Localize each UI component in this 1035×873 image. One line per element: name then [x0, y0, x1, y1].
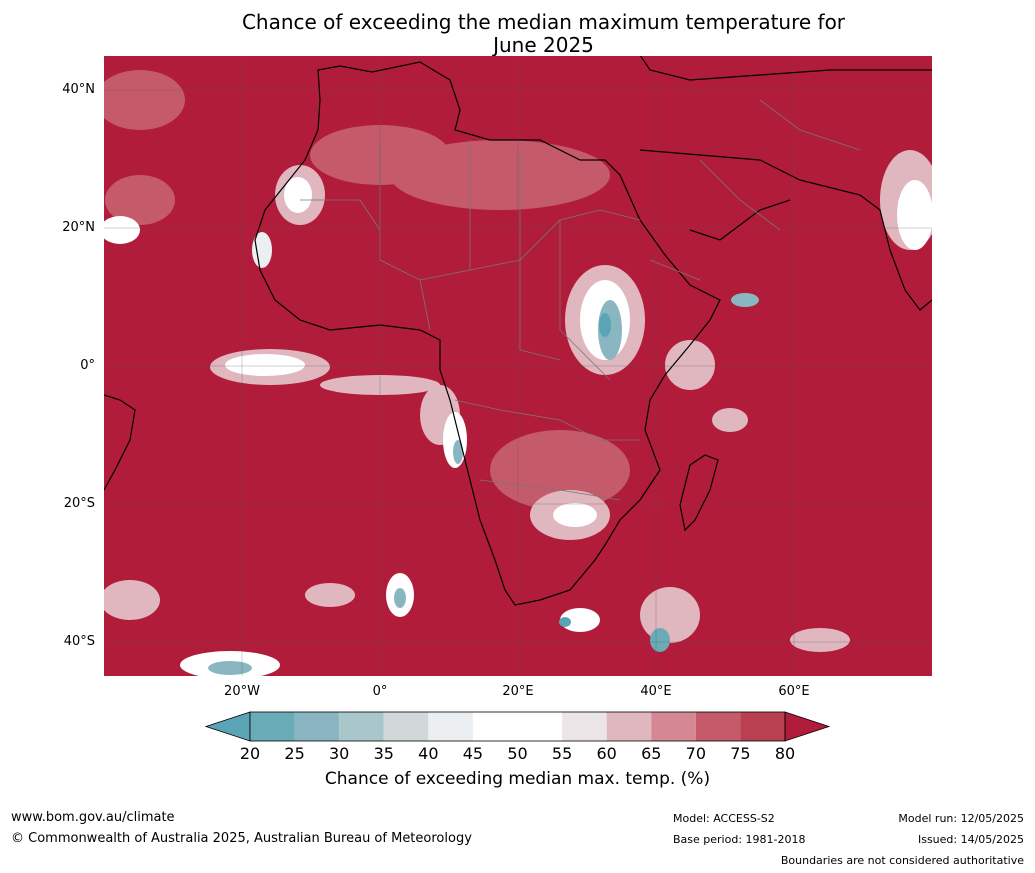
lat-label-40n: 40°N [62, 82, 95, 97]
lon-label-0: 0° [372, 684, 388, 699]
colorbar-tick-label: 55 [551, 744, 573, 763]
footer-url: www.bom.gov.au/climate [11, 810, 175, 825]
graticule [104, 56, 932, 676]
colorbar-tick-label: 35 [373, 744, 394, 763]
colorbar-cell [250, 712, 295, 741]
colorbar-tick-label: 20 [239, 744, 261, 763]
colorbar-tick-label: 65 [641, 744, 662, 763]
colorbar-tick-label: 40 [418, 744, 439, 763]
colorbar-cell [606, 712, 652, 741]
colorbar-cell [740, 712, 785, 741]
colorbar-cell [472, 712, 518, 741]
colorbar-tick-label: 70 [685, 744, 706, 763]
colorbar-tick-label: 80 [774, 744, 796, 763]
lat-label-0: 0° [80, 358, 95, 373]
colorbar-cell [383, 712, 429, 741]
colorbar-tick-label: 50 [507, 744, 528, 763]
footer-model-run: Model run: 12/05/2025 [898, 812, 1024, 825]
footer-copyright: © Commonwealth of Australia 2025, Austra… [11, 831, 472, 846]
colorbar-tick-label: 30 [328, 744, 350, 763]
colorbar-cell [339, 712, 384, 741]
footer-model: Model: ACCESS-S2 [673, 812, 775, 825]
colorbar-label: Chance of exceeding median max. temp. (%… [324, 769, 711, 789]
footer-issued: Issued: 14/05/2025 [917, 833, 1024, 846]
colorbar-cell [651, 712, 696, 741]
colorbar-extend-low [204, 711, 251, 742]
map-title-line-2: June 2025 [493, 33, 594, 57]
colorbar-extend-high [784, 711, 831, 742]
footer-base-period: Base period: 1981-2018 [673, 833, 806, 846]
lon-label-20e: 20°E [502, 684, 534, 699]
colorbar-tick-label: 60 [596, 744, 617, 763]
colorbar-cell [695, 712, 741, 741]
probability-patches [104, 70, 932, 676]
colorbar-cell [562, 712, 607, 741]
colorbar-tick-label: 45 [462, 744, 484, 763]
colorbar-cell [428, 712, 473, 741]
colorbar-border [249, 711, 786, 742]
colorbar-cell [517, 712, 563, 741]
lat-label-40s: 40°S [63, 634, 95, 649]
colorbar-cell [294, 712, 340, 741]
colorbar-tick-label: 75 [730, 744, 751, 763]
lat-label-20s: 20°S [63, 496, 95, 511]
lon-label-40e: 40°E [640, 684, 672, 699]
coastlines [104, 56, 932, 606]
country-borders [300, 99, 861, 501]
lon-label-60e: 60°E [778, 684, 810, 699]
lat-label-20n: 20°N [62, 220, 95, 235]
map-title-line-1: Chance of exceeding the median maximum t… [241, 10, 846, 34]
footer-disclaimer: Boundaries are not considered authoritat… [780, 854, 1024, 867]
colorbar-cells [204, 711, 831, 742]
lon-label-20w: 20°W [224, 684, 260, 699]
colorbar-tick-label: 25 [284, 744, 305, 763]
